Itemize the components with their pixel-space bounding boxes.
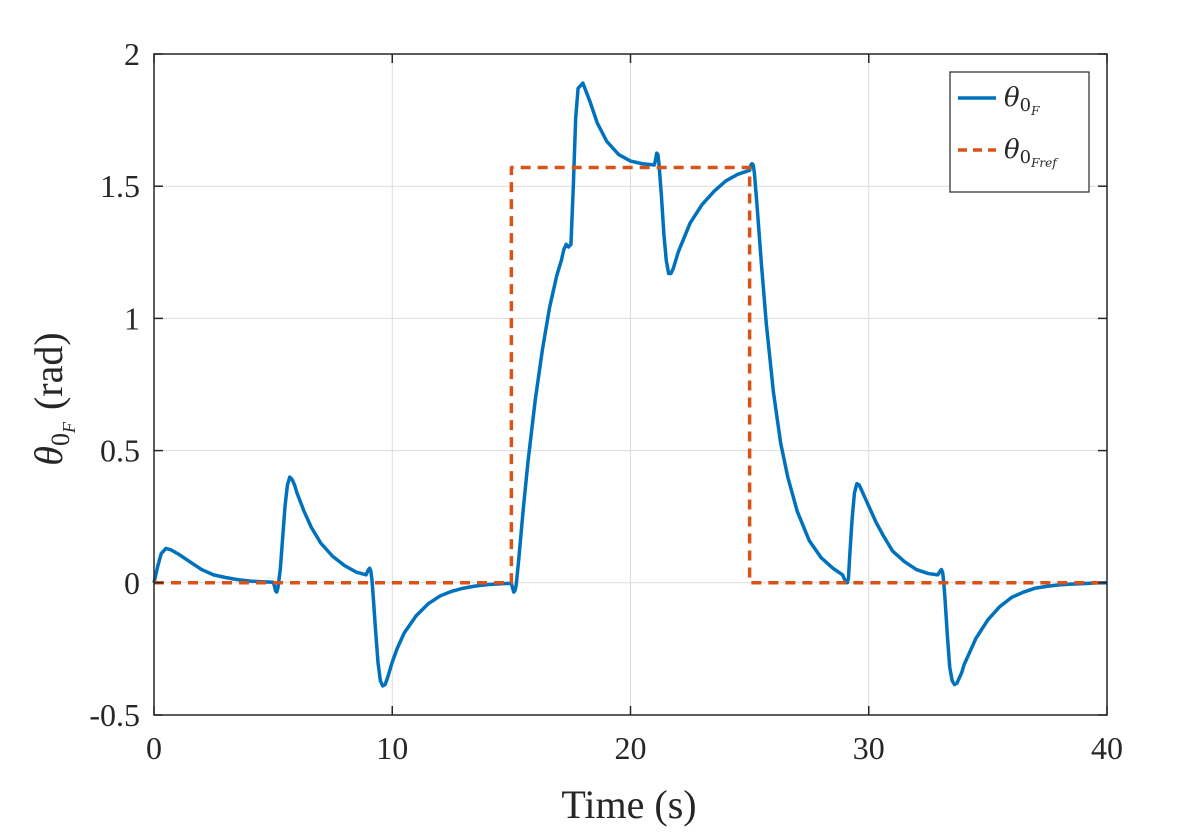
x-tick-label: 0 <box>146 730 162 766</box>
x-tick-label: 10 <box>376 730 408 766</box>
y-tick-label: 0 <box>124 565 140 601</box>
series-line-theta <box>152 81 1108 688</box>
y-axis-label-symbol: θ <box>26 446 71 466</box>
y-tick-label: 1.5 <box>100 168 140 204</box>
legend-box <box>949 71 1090 193</box>
legend-entry-theta-ref-subsub: Fref <box>1030 156 1059 170</box>
legend-entry-theta-sub: 0 <box>1020 95 1031 116</box>
y-axis-label: θ0F (rad) <box>26 332 79 465</box>
x-tick-label: 40 <box>1091 730 1123 766</box>
tick-labels: 0 10 20 30 40-0.500.511.52 <box>89 36 1123 766</box>
series-line-theta-ref <box>154 165 1107 585</box>
y-tick-label: 0.5 <box>100 433 140 469</box>
x-tick-label: 20 <box>615 730 647 766</box>
y-tick-label: 1 <box>124 300 140 336</box>
x-tick-label: 30 <box>853 730 885 766</box>
axis-ticks <box>153 53 1108 716</box>
legend-entry-theta-ref-symbol: θ <box>1004 135 1020 165</box>
legend-entry-theta-ref-sub: 0 <box>1020 147 1031 168</box>
legend-entry-theta-symbol: θ <box>1004 83 1020 113</box>
y-axis-label-subsub: F <box>59 421 79 434</box>
plot-area <box>152 81 1108 688</box>
y-axis-label-unit: (rad) <box>26 332 71 410</box>
legend: θ0F θ0Fref <box>949 71 1090 193</box>
x-axis-label: Time (s) <box>561 782 696 827</box>
y-tick-label: 2 <box>124 36 140 72</box>
y-axis-label-sub: 0 <box>46 433 75 446</box>
legend-entry-theta-subsub: F <box>1030 104 1040 118</box>
legend-entry-theta-ref: θ0Fref <box>1004 135 1059 170</box>
y-tick-label: -0.5 <box>89 697 140 733</box>
legend-entry-theta: θ0F <box>1004 83 1040 118</box>
